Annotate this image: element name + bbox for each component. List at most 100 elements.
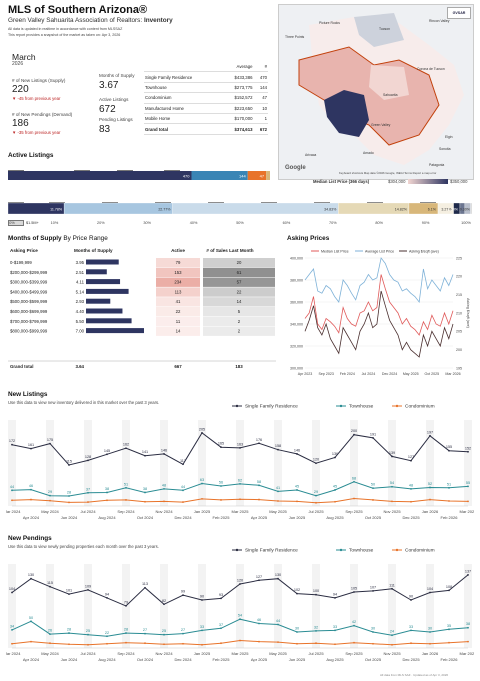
high-price-region[interactable] (324, 90, 369, 137)
summary-row: Manufactured Home $223,650 10 (144, 103, 268, 114)
month-band (84, 420, 92, 506)
data-label: 82 (162, 599, 166, 603)
data-label: 127 (256, 575, 262, 579)
data-point (201, 599, 203, 601)
region-map[interactable]: Google Keyboard shortcuts Map data ©2026… (278, 4, 474, 180)
data-label: 30 (371, 627, 375, 631)
asking-legend-asking-sqft-ave: Asking $/sqft (ave) (409, 250, 439, 254)
data-point (239, 446, 241, 449)
data-point (68, 643, 70, 646)
x-tick-top: Jul 2025 (308, 509, 324, 514)
data-label: 191 (370, 432, 376, 436)
data-point (448, 500, 450, 502)
data-point (467, 450, 469, 453)
summary-avg: $223,650 (221, 103, 254, 114)
summary-type: Townhouse (144, 82, 222, 94)
data-point (11, 642, 13, 645)
band-label: 11.78% (50, 208, 63, 212)
map-label-elgin: Elgin (445, 135, 453, 139)
data-point (372, 499, 374, 501)
band-axis-tick: 70% (329, 221, 337, 225)
data-label: 32 (314, 625, 318, 629)
x-tick-bottom: Feb 2025 (213, 657, 231, 662)
band-segment-300-000-399-999 (172, 202, 339, 215)
active-cell (156, 316, 200, 327)
asking-y-tick: 400,000 (290, 256, 303, 260)
data-point (144, 454, 146, 457)
data-point (49, 442, 51, 445)
data-point (11, 443, 13, 446)
band-axis-tick: 40% (190, 221, 198, 225)
data-point (353, 591, 355, 593)
sahuarita-region[interactable] (369, 65, 409, 100)
month-band (198, 564, 206, 648)
asking-y-tick: 320,000 (290, 344, 303, 348)
x-tick-top: Nov 2024 (155, 651, 173, 656)
data-label: 50 (371, 483, 375, 487)
data-label: 79 (124, 600, 128, 604)
data-point (11, 591, 13, 594)
x-tick-top: Jul 2024 (80, 651, 96, 656)
data-point (258, 442, 260, 445)
asking-y2-label: Asking $/sqft (ave) (466, 298, 470, 328)
map-label-arivaca: Arivaca (305, 153, 317, 157)
data-point (30, 498, 32, 501)
band-label: 34.83% (324, 208, 337, 212)
data-point (467, 500, 469, 503)
map-label-three-points: Three Points (285, 35, 305, 39)
data-point (448, 589, 450, 592)
new-pendings-title: New Pendings (8, 535, 52, 542)
association-name: Green Valley Sahuarita Association of Re… (8, 17, 141, 24)
active-bar-segment (8, 171, 192, 180)
data-label: 113 (142, 582, 148, 586)
data-point (467, 640, 469, 643)
month-band (160, 564, 168, 648)
data-label: 205 (199, 427, 205, 431)
band-axis-tick: 10% (51, 221, 59, 225)
data-point (87, 491, 89, 494)
summary-row: Mobile Home $170,000 1 (144, 113, 268, 125)
band-axis-tick: 60% (283, 221, 291, 225)
sales-cell (203, 287, 275, 297)
x-tick-bottom: Jun 2025 (289, 657, 306, 662)
x-tick-bottom: Apr 2025 (251, 657, 268, 662)
data-label: 137 (465, 569, 471, 573)
data-point (334, 456, 336, 459)
asking-series-median-list-price (304, 274, 454, 336)
data-point (106, 596, 108, 599)
x-tick-top: May 2025 (269, 509, 287, 514)
data-label: 29 (48, 490, 52, 494)
data-label: 28 (67, 628, 71, 632)
data-label: 54 (238, 614, 242, 618)
data-point (220, 485, 222, 487)
x-tick-bottom: Oct 2024 (137, 657, 154, 662)
data-point (467, 485, 469, 488)
x-tick-bottom: Oct 2024 (137, 515, 154, 520)
data-label: 136 (332, 452, 338, 456)
data-point (182, 463, 184, 466)
summary-count: 47 (253, 92, 268, 104)
map-legend-min: $304,000 (388, 179, 406, 184)
data-point (296, 500, 298, 503)
map-attribution[interactable]: Keyboard shortcuts Map data ©2026 Google… (339, 171, 437, 175)
new-listings-value: 220 (12, 84, 29, 95)
legend-label: $1.5M+ (26, 221, 39, 225)
data-label: 155 (446, 445, 452, 449)
map-legend: Median List Price (366 days) $304,000 $3… (313, 178, 472, 186)
data-point (239, 498, 241, 501)
data-label: 105 (351, 587, 357, 591)
mos-total-label: Grand total (10, 364, 33, 369)
mos-row-value: 2.93 (76, 299, 85, 304)
data-point (429, 591, 431, 594)
legend-item-1-5m: $1.5M+ (8, 220, 39, 226)
month-band (46, 564, 54, 648)
data-label: 30 (295, 627, 299, 631)
asking-series-average-list-price (304, 257, 454, 304)
data-label: 99 (181, 590, 185, 594)
x-tick-top: Sep 2025 (345, 651, 363, 656)
mos-row-value: 4.40 (76, 309, 85, 314)
legend-marker (395, 548, 399, 552)
sales-cell-value: 5 (238, 309, 241, 314)
asking-y2-tick: 200 (456, 348, 462, 352)
map-canvas[interactable] (279, 5, 473, 179)
